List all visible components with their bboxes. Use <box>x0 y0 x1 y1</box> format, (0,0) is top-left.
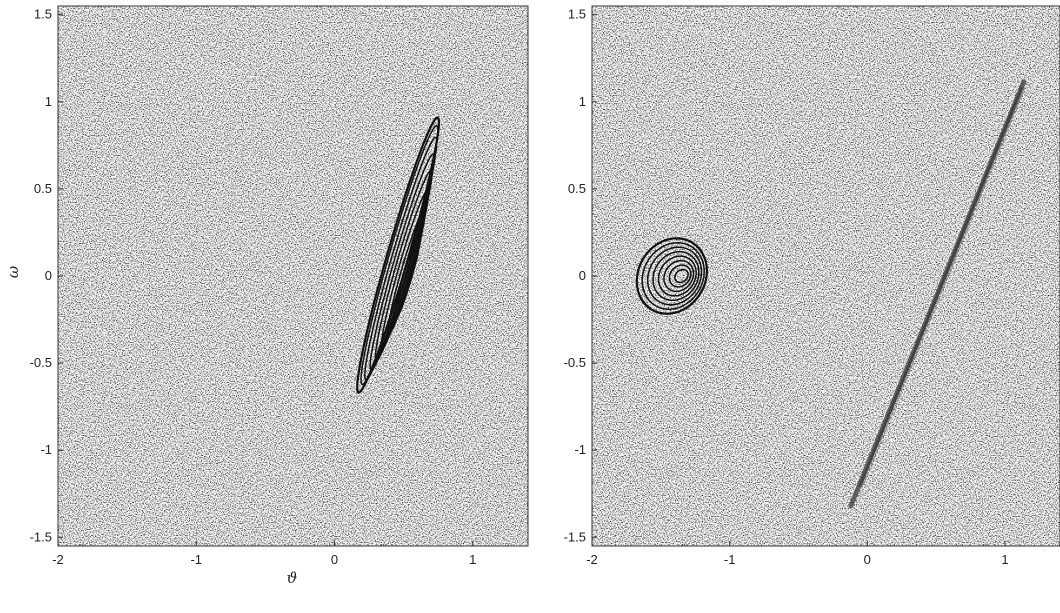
contour-line <box>397 249 416 303</box>
x-tick-label: 1 <box>469 552 476 567</box>
x-tick-label: 1 <box>1001 552 1008 567</box>
y-tick-label: 1.5 <box>34 7 52 22</box>
contour-line <box>635 237 709 315</box>
x-tick-label: 0 <box>864 552 871 567</box>
x-tick-label: -1 <box>190 552 202 567</box>
left-y-axis-label: ω <box>4 266 22 278</box>
contour-line <box>674 268 689 284</box>
y-tick-label: -1 <box>40 442 52 457</box>
y-tick-label: -1.5 <box>30 529 52 544</box>
y-tick-label: 1 <box>45 94 52 109</box>
contour-line <box>364 136 438 381</box>
left-contour-group <box>356 116 440 394</box>
y-tick-label: 0 <box>579 268 586 283</box>
contour-line <box>663 259 695 293</box>
y-tick-label: 0.5 <box>34 181 52 196</box>
contour-line <box>657 255 697 297</box>
filament-streak <box>859 86 1023 487</box>
x-tick-label: -2 <box>52 552 64 567</box>
filament-edge <box>852 80 1029 507</box>
contour-line <box>652 250 700 302</box>
right-ticks: -2 -1 0 1 -1.5 -1 -0.5 0 0.5 1 1.5 <box>564 7 1009 567</box>
y-tick-label: -0.5 <box>564 355 586 370</box>
contour-line <box>374 169 433 362</box>
y-tick-label: -1.5 <box>564 529 586 544</box>
right-contour-group <box>635 237 709 315</box>
contour-line <box>393 231 422 321</box>
filament-edge <box>862 87 1026 486</box>
y-tick-label: 1 <box>579 94 586 109</box>
y-tick-label: -0.5 <box>30 355 52 370</box>
right-panel-speckle <box>592 6 1060 546</box>
y-tick-label: 0.5 <box>568 181 586 196</box>
contour-line <box>646 246 703 306</box>
x-tick-label: -2 <box>586 552 598 567</box>
x-tick-label: 0 <box>331 552 338 567</box>
x-tick-label: -1 <box>724 552 736 567</box>
right-panel: -2 -1 0 1 -1.5 -1 -0.5 0 0.5 1 1.5 <box>564 5 1060 567</box>
y-tick-label: -1 <box>574 442 586 457</box>
left-panel-speckle <box>58 6 528 546</box>
contour-line <box>360 125 439 386</box>
y-tick-label: 1.5 <box>568 7 586 22</box>
y-tick-label: 0 <box>45 268 52 283</box>
left-x-axis-label: ϑ <box>287 569 298 587</box>
contour-line <box>641 242 705 310</box>
left-panel: -2 -1 0 1 -1.5 -1 -0.5 0 0.5 1 1.5 ϑ ω <box>4 5 529 587</box>
contour-line <box>668 264 692 288</box>
left-ticks: -2 -1 0 1 -1.5 -1 -0.5 0 0.5 1 1.5 <box>30 7 477 567</box>
right-filament-group <box>848 78 1029 509</box>
